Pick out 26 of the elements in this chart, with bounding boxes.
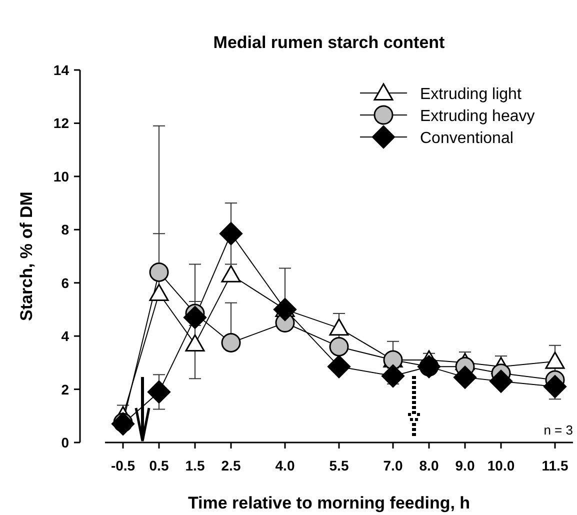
y-tick-label: 14 — [53, 62, 70, 78]
annotation: n = 3 — [544, 422, 573, 438]
legend-label: Extruding heavy — [420, 108, 535, 125]
x-axis-title: Time relative to morning feeding, h — [188, 494, 470, 512]
y-axis-title: Starch, % of DM — [17, 192, 36, 321]
y-tick-label: 12 — [53, 115, 70, 132]
x-tick-label: 7.0 — [383, 458, 403, 474]
x-tick-label: 9.0 — [455, 458, 475, 474]
legend-label: Conventional — [420, 130, 514, 147]
y-tick-label: 10 — [53, 168, 70, 184]
x-tick-label: 1.5 — [185, 458, 205, 474]
x-tick-label: 10.0 — [487, 458, 515, 474]
y-tick-label: 8 — [61, 222, 70, 238]
x-tick-label: -0.5 — [110, 458, 136, 474]
x-tick-label: 11.5 — [542, 458, 568, 474]
x-tick-label: 5.5 — [329, 458, 349, 474]
y-tick-label: 4 — [61, 328, 70, 344]
x-tick-label: 2.5 — [221, 458, 241, 474]
y-tick-label: 2 — [61, 381, 70, 398]
y-tick-label: 0 — [61, 434, 70, 450]
legend-label: Extruding light — [420, 86, 522, 103]
y-tick-label: 6 — [61, 274, 70, 291]
x-tick-label: 0.5 — [149, 458, 169, 474]
x-tick-label: 4.0 — [275, 458, 295, 474]
chart-title: Medial rumen starch content — [213, 33, 446, 52]
x-tick-label: 8.0 — [419, 458, 439, 474]
